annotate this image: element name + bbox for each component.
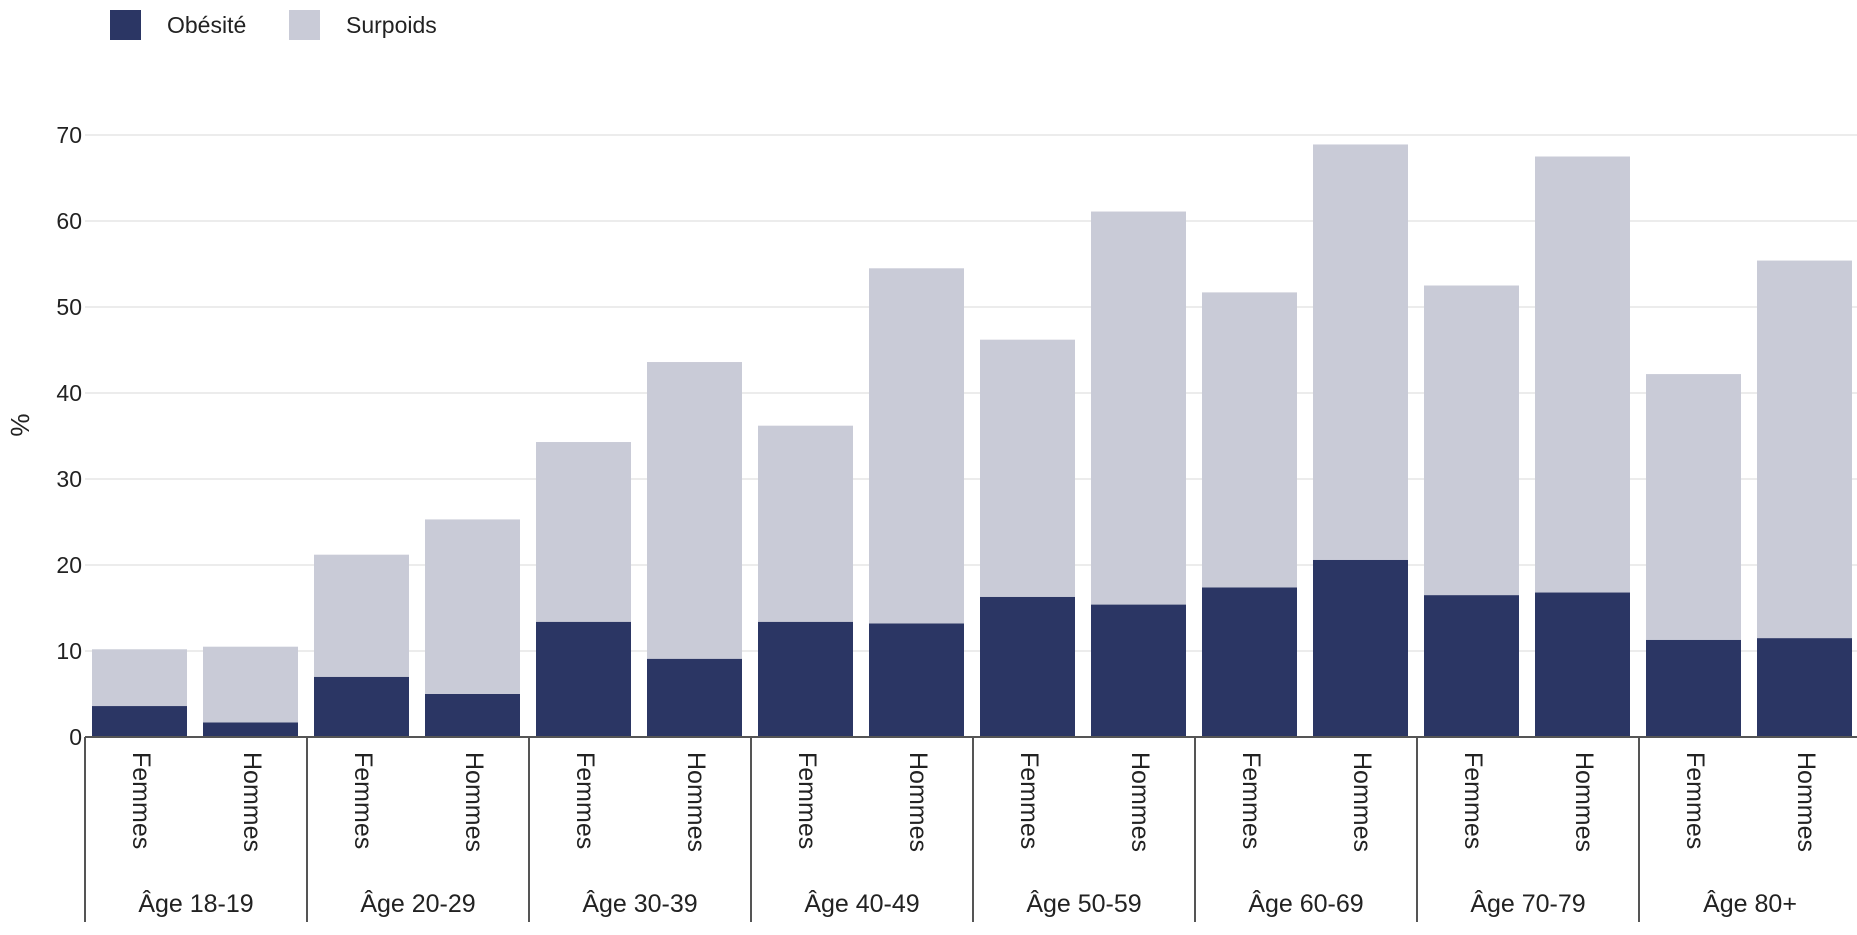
x-subcategory-label: Hommes: [904, 752, 932, 852]
bar-obesite: [92, 706, 187, 737]
x-group-label: Âge 20-29: [360, 889, 475, 918]
bar-surpoids: [1646, 374, 1741, 640]
x-group-label: Âge 80+: [1703, 889, 1797, 918]
y-tick-label: 0: [69, 724, 82, 750]
x-subcategory-label: Hommes: [238, 752, 266, 852]
bar-obesite: [1091, 604, 1186, 737]
bar-obesite: [869, 623, 964, 737]
bar-surpoids: [1313, 144, 1408, 560]
x-subcategory-label: Femmes: [1015, 752, 1043, 849]
x-subcategory-label: Hommes: [1348, 752, 1376, 852]
bar-obesite: [1535, 592, 1630, 737]
y-tick-label: 50: [56, 294, 82, 320]
legend-swatch-surpoids: [289, 10, 320, 40]
x-subcategory-label: Hommes: [1126, 752, 1154, 852]
x-group-label: Âge 30-39: [582, 889, 697, 918]
bar-surpoids: [1535, 156, 1630, 593]
x-axis: Femmes Hommes Femmes Hommes Femmes Hommes Femm…: [84, 736, 1857, 922]
bar-obesite: [1313, 559, 1408, 737]
bar-obesite: [425, 694, 520, 737]
y-tick-label: 60: [56, 208, 82, 234]
x-subcategory-label: Hommes: [682, 752, 710, 852]
y-tick-label: 40: [56, 380, 82, 406]
bar-surpoids: [980, 339, 1075, 597]
x-subcategory-label: Femmes: [1459, 752, 1487, 849]
y-axis: 0 10 20 30 40 50 60 70%: [5, 122, 82, 750]
legend: Obésité Surpoids: [110, 10, 437, 40]
y-axis-label: %: [5, 413, 35, 436]
bar-surpoids: [1091, 211, 1186, 605]
bar-surpoids: [425, 519, 520, 694]
bar-surpoids: [869, 268, 964, 624]
y-tick-label: 70: [56, 122, 82, 148]
bars: [92, 144, 1852, 737]
x-subcategory-label: Hommes: [1792, 752, 1820, 852]
bar-surpoids: [314, 554, 409, 677]
bar-surpoids: [1424, 285, 1519, 596]
bar-obesite: [647, 658, 742, 737]
bar-obesite: [758, 621, 853, 737]
bar-surpoids: [647, 362, 742, 659]
bar-surpoids: [1757, 260, 1852, 639]
x-subcategory-label: Femmes: [127, 752, 155, 849]
x-group-label: Âge 50-59: [1026, 889, 1141, 918]
legend-label-obesite: Obésité: [167, 12, 246, 38]
bar-obesite: [1424, 595, 1519, 737]
bar-obesite: [536, 621, 631, 737]
x-subcategory-label: Femmes: [1237, 752, 1265, 849]
bar-surpoids: [92, 649, 187, 707]
legend-swatch-obesite: [110, 10, 141, 40]
x-subcategory-label: Femmes: [571, 752, 599, 849]
bar-surpoids: [203, 646, 298, 723]
y-tick-label: 20: [56, 552, 82, 578]
x-subcategory-label: Hommes: [460, 752, 488, 852]
x-subcategory-label: Hommes: [1570, 752, 1598, 852]
bar-obesite: [1202, 587, 1297, 737]
x-group-label: Âge 70-79: [1470, 889, 1585, 918]
x-group-label: Âge 18-19: [138, 889, 253, 918]
x-group-label: Âge 60-69: [1248, 889, 1363, 918]
bar-surpoids: [758, 425, 853, 622]
bar-obesite: [314, 676, 409, 737]
bar-obesite: [203, 722, 298, 737]
bar-obesite: [1646, 639, 1741, 737]
bar-surpoids: [536, 442, 631, 622]
bar-obesite: [980, 596, 1075, 737]
bar-obesite: [1757, 638, 1852, 737]
y-tick-label: 30: [56, 466, 82, 492]
x-subcategory-label: Femmes: [793, 752, 821, 849]
x-subcategory-label: Femmes: [1681, 752, 1709, 849]
x-group-label: Âge 40-49: [804, 889, 919, 918]
legend-label-surpoids: Surpoids: [346, 12, 437, 38]
x-subcategory-label: Femmes: [349, 752, 377, 849]
bar-surpoids: [1202, 292, 1297, 588]
y-tick-label: 10: [56, 638, 82, 664]
